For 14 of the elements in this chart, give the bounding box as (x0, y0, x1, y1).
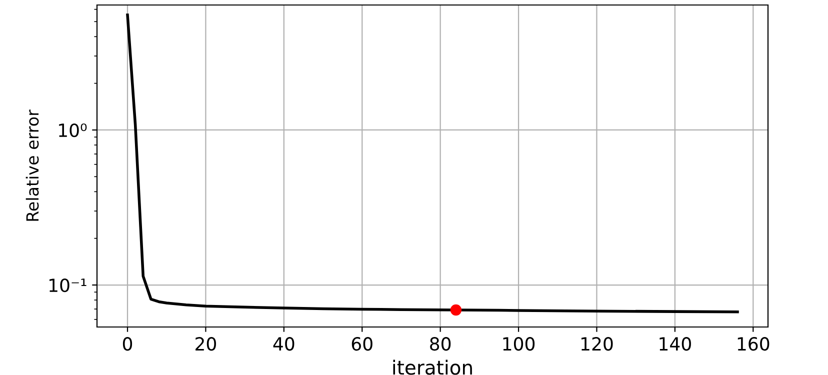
x-tick-label: 0 (122, 337, 132, 351)
line-series (126, 14, 739, 314)
x-tick-label: 100 (503, 337, 535, 351)
y-axis-title: Relative error (26, 110, 39, 221)
x-tick-label: 20 (196, 337, 216, 351)
x-tick-label: 40 (273, 337, 294, 351)
y-tick-label: 10⁻¹ (50, 278, 86, 292)
x-axis-title: iteration (393, 360, 472, 375)
x-tick-label: 120 (581, 337, 613, 351)
y-tick-label: 10⁰ (59, 123, 87, 138)
x-tick-label: 140 (660, 337, 691, 351)
x-tick-label: 60 (352, 337, 372, 351)
x-tick-label: 160 (738, 337, 770, 351)
x-tick-label: 80 (430, 337, 451, 351)
